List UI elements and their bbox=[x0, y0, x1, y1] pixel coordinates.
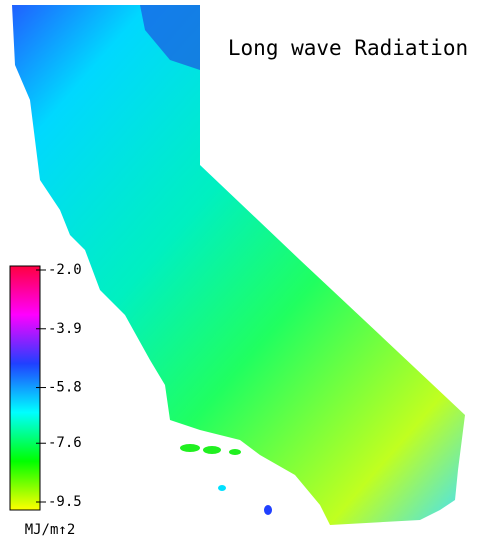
colorbar-tick-label: -3.9 bbox=[48, 321, 82, 337]
colorbar-tick-label: -9.5 bbox=[48, 494, 82, 510]
colorbar-tick-label: -5.8 bbox=[48, 380, 82, 396]
islands bbox=[180, 444, 272, 515]
colorbar bbox=[9, 265, 41, 511]
map-title: Long wave Radiation bbox=[228, 36, 468, 60]
california-map bbox=[12, 5, 465, 525]
colorbar-unit: MJ/m↑2 bbox=[25, 522, 76, 538]
colorbar-tick-label: -2.0 bbox=[48, 262, 82, 278]
colorbar-tick-label: -7.6 bbox=[48, 435, 82, 451]
north-shading bbox=[140, 5, 200, 70]
